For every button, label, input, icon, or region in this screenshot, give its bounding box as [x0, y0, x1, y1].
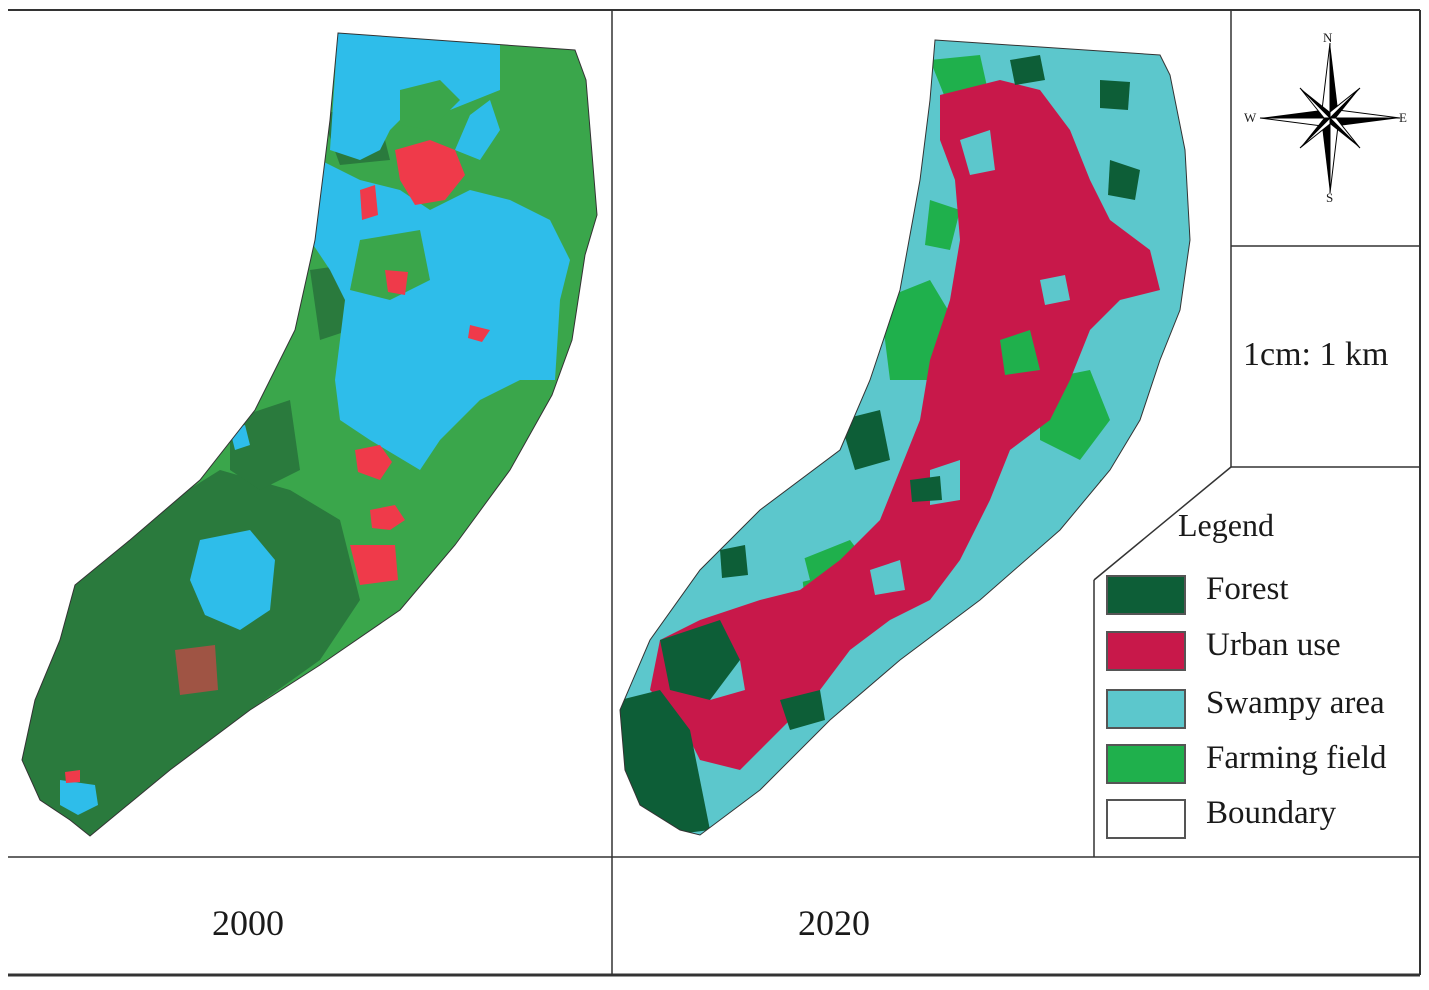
map-2000 — [22, 33, 597, 836]
legend-swatch-swampy — [1106, 689, 1186, 729]
compass-east-label: E — [1399, 110, 1407, 125]
legend-item-swampy: Swampy area — [1106, 685, 1426, 733]
legend-label-boundary: Boundary — [1206, 795, 1337, 831]
legend-swatch-farming — [1106, 744, 1186, 784]
scale-text: 1cm: 1 km — [1243, 336, 1389, 373]
legend-item-urban: Urban use — [1106, 627, 1426, 675]
legend-swatch-urban — [1106, 631, 1186, 671]
legend-swatch-boundary — [1106, 799, 1186, 839]
legend-label-swampy: Swampy area — [1206, 685, 1385, 721]
legend-label-urban: Urban use — [1206, 627, 1341, 663]
boundary-2020 — [619, 39, 1191, 836]
compass-south-label: S — [1326, 190, 1334, 205]
compass-north-label: N — [1323, 30, 1333, 45]
legend-title: Legend — [1178, 507, 1274, 543]
compass-rose-icon — [1259, 42, 1401, 194]
legend-item-forest: Forest — [1106, 571, 1426, 619]
boundary-2000 — [21, 32, 598, 837]
legend-swatch-forest — [1106, 575, 1186, 615]
legend-label-forest: Forest — [1206, 571, 1289, 607]
legend-item-farming: Farming field — [1106, 740, 1426, 788]
compass-west-label: W — [1244, 110, 1257, 125]
frame — [8, 9, 1421, 977]
legend-item-boundary: Boundary — [1106, 795, 1426, 843]
year-label-2000: 2000 — [212, 903, 284, 943]
legend-label-farming: Farming field — [1206, 740, 1387, 776]
year-label-2020: 2020 — [798, 903, 870, 943]
